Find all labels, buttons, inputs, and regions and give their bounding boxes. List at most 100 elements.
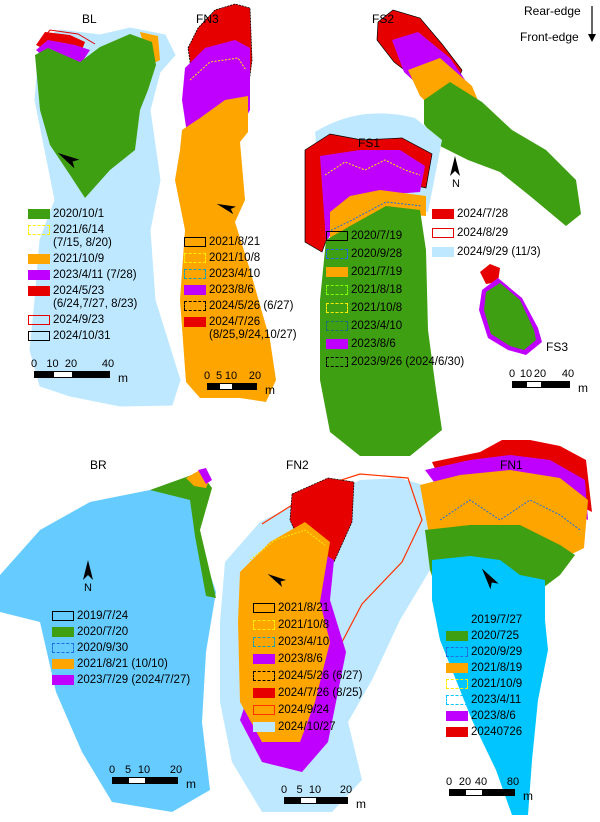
legend-item: 2023/8/6 xyxy=(184,284,297,297)
fs1-yellow-dash xyxy=(324,159,421,176)
scale-tick-label: 40 xyxy=(474,776,488,788)
legend-label: 2023/4/10 xyxy=(351,320,403,332)
scale-unit: m xyxy=(118,371,128,385)
legend-label: 2021/8/21 (10/10) xyxy=(77,658,168,670)
scale-tick-label: 5 xyxy=(124,764,132,776)
north-label: N xyxy=(452,178,460,190)
rear-edge-label: Rear-edge xyxy=(524,4,581,18)
legend-swatch xyxy=(52,675,74,685)
down-arrow-icon xyxy=(588,6,596,42)
legend-item: 2021/8/21 (10/10) xyxy=(52,658,190,671)
map-fs1 xyxy=(304,113,442,456)
scale-bar-graphic xyxy=(449,789,515,796)
legend-item: 2023/7/29 (2024/7/27) xyxy=(52,674,190,687)
map-fs3 xyxy=(479,264,542,355)
legend-label: 2024/9/23 xyxy=(53,314,105,326)
scale-tick-label: 20 xyxy=(533,368,547,380)
bl-red-outline xyxy=(39,29,96,45)
legend-label: 2020/725 xyxy=(471,630,519,642)
legend-item: 2023/4/11 (7/28) xyxy=(28,269,137,282)
legend-item: 2021/10/8 xyxy=(184,252,297,265)
fn2-orange-area xyxy=(238,522,330,742)
legend-swatch xyxy=(432,247,454,257)
legend-item: 2023/8/6 xyxy=(253,653,362,666)
scale-unit: m xyxy=(523,789,533,803)
scale-bar-graphic xyxy=(284,797,348,804)
map-br xyxy=(0,468,216,812)
legend-item: 2021/8/18 xyxy=(326,284,464,297)
legend-item: 2023/8/6 xyxy=(446,710,522,723)
scale-bar-graphic xyxy=(34,371,110,378)
legend-item: 2024/5/23 (6/24,7/27, 8/23) xyxy=(28,285,137,311)
map-label-fn3: FN3 xyxy=(196,12,219,26)
legend-swatch xyxy=(184,253,206,263)
legend-label: 2021/6/14 (7/15, 8/20) xyxy=(53,224,112,249)
legend-item: 2024/9/24 xyxy=(253,704,362,717)
scale-unit: m xyxy=(186,777,196,791)
map-label-bl: BL xyxy=(82,12,97,26)
legend-item: 2021/8/19 xyxy=(446,662,522,675)
scale-unit: m xyxy=(265,383,275,397)
br-green-edge xyxy=(150,472,216,598)
legend-item: 2021/6/14 (7/15, 8/20) xyxy=(28,224,137,250)
legend-item: 2024/7/26 (8/25) xyxy=(253,687,362,700)
legend-swatch xyxy=(446,647,468,657)
front-edge-label: Front-edge xyxy=(520,30,579,44)
legend-swatch xyxy=(432,209,454,219)
map-label-fn1: FN1 xyxy=(500,458,523,472)
scale-tick-label: 0 xyxy=(30,358,38,370)
legend-swatch xyxy=(326,231,348,241)
legend-item: 2020/9/29 xyxy=(446,646,522,659)
legend-label: 2020/10/1 xyxy=(53,208,105,220)
fs1-purple-area xyxy=(320,150,425,242)
legend-swatch xyxy=(326,339,348,349)
legend-label: 2024/7/26 (8/25) xyxy=(278,687,363,699)
scale-bar-fn1: 0 20 40 80 m xyxy=(446,776,533,802)
legend-swatch xyxy=(52,627,74,637)
legend-item: 2019/7/24 xyxy=(52,610,190,623)
legend-swatch xyxy=(253,688,275,698)
legend-item: 2024/7/28 xyxy=(432,208,541,221)
legend-item: 2023/4/10 xyxy=(326,320,464,333)
legend-label: 2023/4/10 xyxy=(209,268,261,280)
scale-unit: m xyxy=(356,797,366,811)
legend-label: 2020/9/30 xyxy=(77,642,129,654)
legend-swatch xyxy=(253,671,275,681)
map-label-fs2: FS2 xyxy=(372,12,395,26)
legend-swatch xyxy=(326,285,348,295)
legend-swatch xyxy=(28,254,50,264)
north-arrow-icon xyxy=(450,156,460,176)
legend-item: 2019/7/27 xyxy=(446,614,522,627)
legend-item: 2021/10/8 xyxy=(326,302,464,315)
scale-bar-fn3: 0 5 10 20 m xyxy=(203,370,275,396)
map-fs2 xyxy=(376,9,581,226)
legend-swatch xyxy=(446,631,468,641)
scale-bar-graphic xyxy=(512,381,570,388)
legend-label: 2024/10/31 xyxy=(53,330,111,342)
legend-swatch xyxy=(28,286,50,296)
legend-label: 2024/5/26 (6/27) xyxy=(209,300,294,312)
legend-label: 2024/10/27 xyxy=(278,721,336,733)
legend-label: 2020/9/29 xyxy=(471,646,523,658)
legend-label: 2023/4/11 xyxy=(471,694,522,706)
legend-swatch xyxy=(253,705,275,715)
scale-tick-label: 20 xyxy=(458,776,472,788)
legend-item: 2024/10/31 xyxy=(28,330,137,343)
legend-item: 2024/5/26 (6/27) xyxy=(184,300,297,313)
legend-label: 2021/10/9 xyxy=(53,253,105,265)
scale-tick-label: 0 xyxy=(203,370,211,382)
legend-item: 2023/9/26 (2024/6/30) xyxy=(326,356,464,369)
legend-label: 2021/8/19 xyxy=(471,662,523,674)
legend-item: 2024/10/27 xyxy=(253,721,362,734)
scale-bar-fs3: 0 10 20 40 m xyxy=(509,368,588,394)
scale-tick-label: 20 xyxy=(169,764,183,776)
legend-bl: 2020/10/1 2021/6/14 (7/15, 8/20) 2021/10/9… xyxy=(28,208,137,343)
scale-bar-bl: 0 10 20 40 m xyxy=(30,358,128,384)
map-label-fs3: FS3 xyxy=(546,340,569,354)
legend-swatch xyxy=(52,659,74,669)
legend-item: 2021/10/9 xyxy=(28,253,137,266)
legend-label: 2023/9/26 (2024/6/30) xyxy=(351,356,465,368)
legend-swatch xyxy=(326,357,348,367)
legend-fs2: 2024/7/28 2024/8/29 2024/9/29 (11/3) xyxy=(432,208,541,259)
legend-label: 2020/9/28 xyxy=(351,248,403,260)
